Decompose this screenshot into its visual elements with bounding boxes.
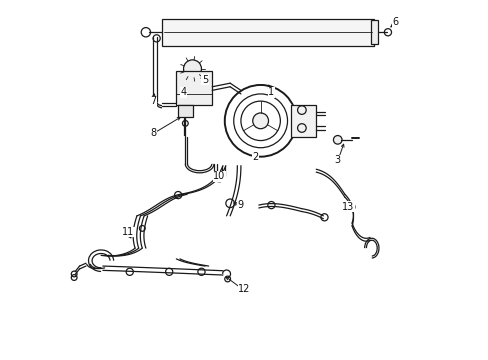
Bar: [370, 21, 377, 44]
Text: 9: 9: [237, 200, 244, 210]
Text: 8: 8: [150, 129, 156, 138]
Text: 2: 2: [252, 152, 258, 162]
Circle shape: [252, 113, 268, 129]
Text: 11: 11: [122, 227, 134, 237]
Text: 4: 4: [180, 87, 186, 97]
Text: 3: 3: [334, 155, 340, 165]
Text: 13: 13: [342, 202, 354, 212]
Text: 7: 7: [150, 96, 156, 106]
Text: 5: 5: [202, 75, 208, 85]
Text: 12: 12: [238, 284, 250, 294]
Circle shape: [333, 135, 341, 144]
Text: 10: 10: [213, 171, 225, 181]
Bar: [178, 105, 192, 117]
Bar: [162, 19, 373, 45]
Circle shape: [183, 60, 201, 78]
Text: 6: 6: [391, 17, 397, 27]
Bar: [290, 105, 316, 137]
Bar: [176, 71, 212, 105]
Text: 1: 1: [268, 87, 274, 97]
